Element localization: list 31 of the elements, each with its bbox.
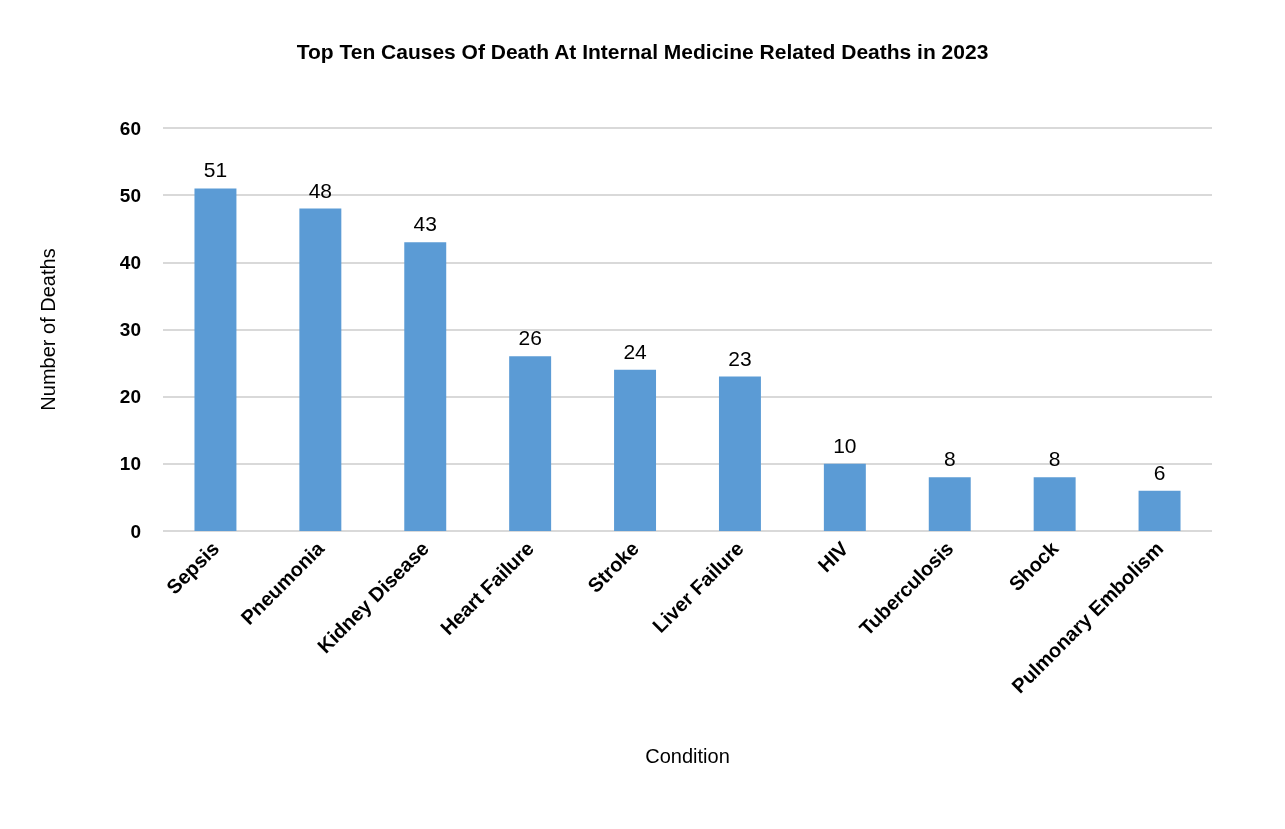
bar [404, 242, 447, 531]
bar [299, 208, 342, 531]
data-label: 26 [518, 326, 542, 350]
data-label: 24 [623, 339, 648, 363]
data-label: 10 [833, 433, 857, 457]
data-label: 48 [308, 178, 333, 202]
data-label: 51 [203, 158, 228, 182]
y-tick-label: 60 [119, 117, 141, 139]
x-tick-label: HIV [813, 536, 854, 577]
bar [718, 376, 761, 531]
bar [823, 463, 866, 531]
bar [614, 369, 657, 531]
data-label: 43 [413, 212, 437, 236]
bar [928, 477, 971, 531]
bar [1138, 490, 1181, 531]
data-label: 23 [728, 346, 752, 370]
y-tick-label: 0 [130, 520, 141, 542]
y-tick-label: 30 [119, 319, 141, 340]
y-tick-label: 50 [119, 184, 141, 206]
chart-title: Top Ten Causes Of Death At Internal Medicine Related Deaths in 2023 [296, 40, 989, 63]
y-tick-label: 10 [119, 453, 141, 475]
y-axis-title: Number of Deaths [37, 248, 59, 411]
y-tick-label: 40 [119, 251, 141, 273]
x-axis-title: Condition [645, 745, 730, 767]
y-tick-label: 20 [119, 386, 141, 408]
data-label: 8 [943, 447, 956, 471]
bar [509, 356, 552, 531]
data-label: 8 [1048, 447, 1061, 471]
bar [194, 188, 237, 531]
data-label: 6 [1153, 460, 1166, 484]
bar [1033, 477, 1076, 531]
